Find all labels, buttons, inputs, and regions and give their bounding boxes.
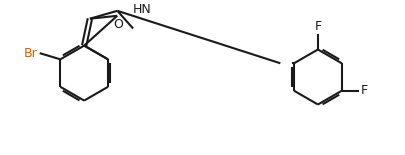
Text: Br: Br	[24, 47, 38, 60]
Text: F: F	[360, 84, 367, 97]
Text: O: O	[113, 18, 123, 31]
Text: F: F	[313, 20, 321, 33]
Text: HN: HN	[133, 3, 151, 16]
